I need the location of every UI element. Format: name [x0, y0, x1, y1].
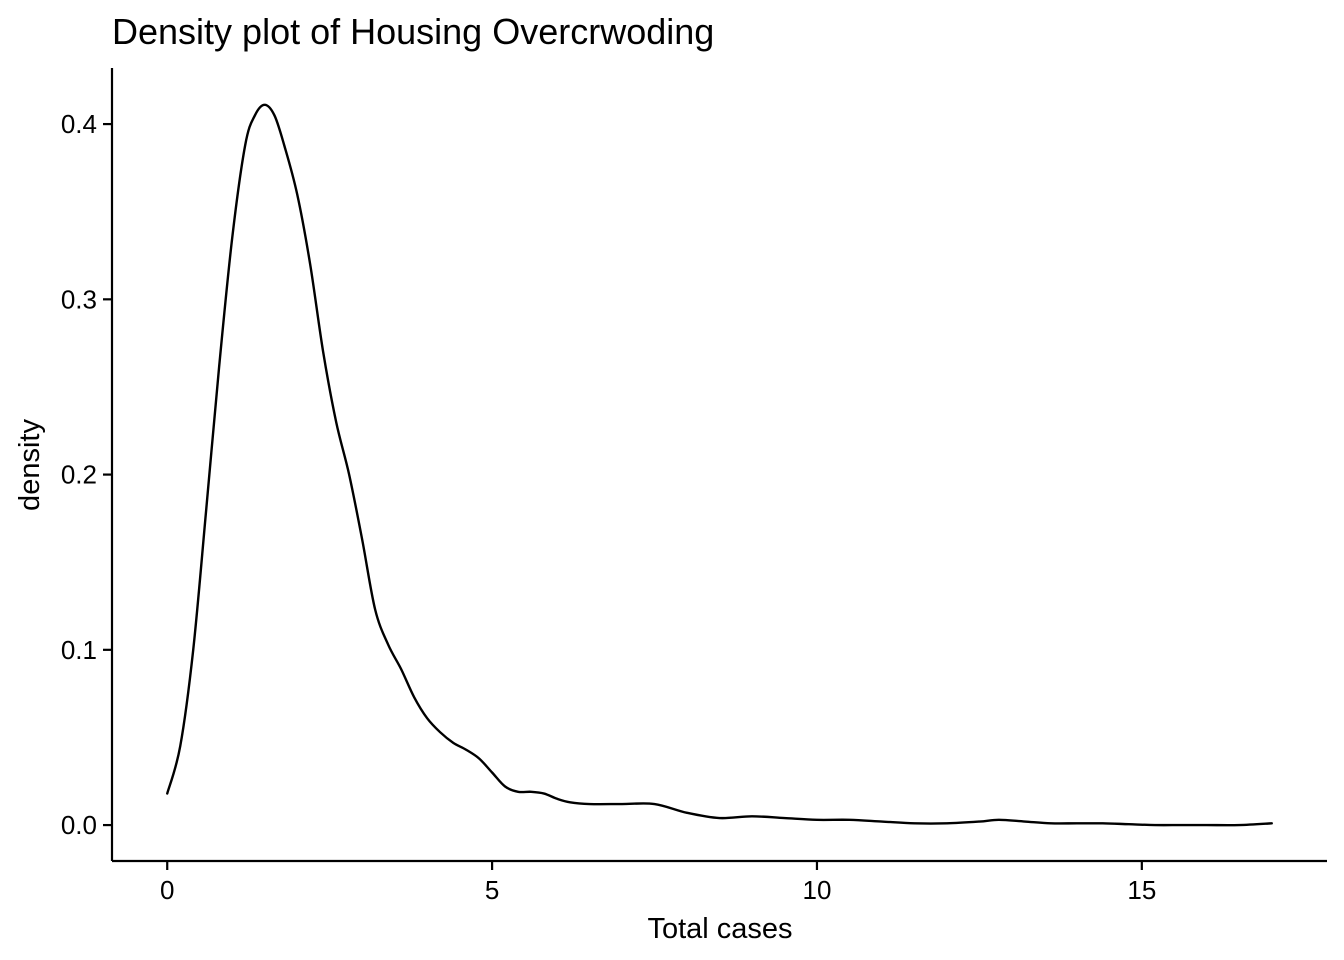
- y-tick-label: 0.4: [61, 109, 97, 139]
- x-tick-label: 15: [1127, 875, 1156, 905]
- y-tick-label: 0.2: [61, 460, 97, 490]
- chart-title: Density plot of Housing Overcrwoding: [112, 11, 714, 52]
- x-axis-ticks: 0 5 10 15: [160, 861, 1156, 905]
- x-axis-title: Total cases: [647, 913, 792, 945]
- x-tick-label: 0: [160, 875, 174, 905]
- x-tick-label: 10: [802, 875, 831, 905]
- y-tick-label: 0.3: [61, 284, 97, 314]
- y-axis-ticks: 0.0 0.1 0.2 0.3 0.4: [61, 109, 112, 840]
- x-tick-label: 5: [485, 875, 499, 905]
- density-series-line: [166, 103, 1273, 827]
- y-axis-title: density: [14, 419, 46, 511]
- y-tick-label: 0.1: [61, 635, 97, 665]
- y-tick-label: 0.0: [61, 810, 97, 840]
- plot-panel: [166, 103, 1273, 827]
